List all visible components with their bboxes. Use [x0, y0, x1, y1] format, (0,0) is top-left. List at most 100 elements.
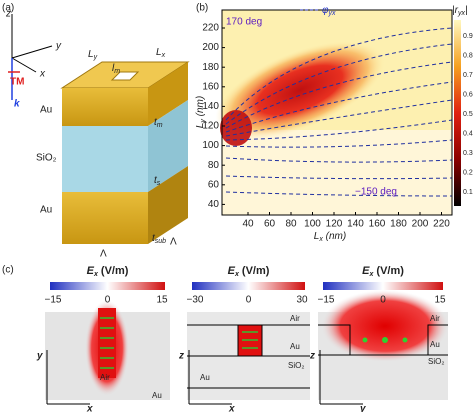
dim-label: lm	[112, 63, 120, 75]
annotation: 170 deg	[226, 17, 262, 28]
panel-c: (c) Ex (V/m) −15 0 15 y x Air Au Ex (V/m) −30 0 30 z…	[2, 265, 449, 412]
colorbar-tick: 0.2	[463, 169, 473, 176]
y-tick-label: 60	[208, 179, 220, 190]
axis-label: z	[309, 351, 315, 362]
layer-label: SiO₂	[36, 153, 57, 164]
x-tick-label: 100	[304, 219, 321, 230]
heatmap-low	[222, 130, 452, 215]
colorbar	[323, 282, 443, 290]
map-title: Ex (V/m)	[87, 265, 129, 278]
region-label: Air	[290, 314, 300, 323]
region-label: SiO₂	[288, 361, 304, 370]
panel-b: (b) φyx 170 deg −150 deg |ryx| Lx (nm) L…	[195, 3, 473, 243]
title-part: (V/m)	[373, 265, 404, 277]
colorbar-tick: 0.4	[463, 130, 473, 137]
y-axis-label: Ly (nm)	[195, 96, 207, 128]
period-label: Λ	[170, 237, 177, 248]
colorbar	[192, 282, 305, 290]
field-hotspot	[321, 290, 449, 362]
colorbar-tick: −15	[318, 295, 335, 306]
x-tick-label: 180	[390, 219, 407, 230]
x-tick-label: 140	[347, 219, 364, 230]
field-arrows	[242, 331, 258, 349]
ticks: 40 60 80 100 120 140 160 180 200 220 220 200 180 160 1…	[202, 23, 473, 230]
y-tick-label: 100	[202, 140, 219, 151]
hole	[110, 71, 140, 81]
dim-label: tm	[154, 117, 163, 129]
field-arrows	[100, 317, 114, 369]
region-label: Au	[290, 342, 300, 351]
x-tick-label: 60	[264, 219, 276, 230]
resonance-peak	[220, 110, 252, 146]
panel-a: (a) z y x TM k Ly Lx lm tm ts tsub Au Si…	[2, 3, 190, 260]
x-tick-label: 40	[242, 219, 254, 230]
axis-label: z	[5, 9, 11, 20]
title-part: x	[234, 271, 240, 278]
y-tick-label: 40	[208, 199, 220, 210]
phase-contours	[225, 27, 453, 197]
colorbar	[454, 20, 461, 206]
dim-label: Ly	[88, 49, 98, 61]
title-part: x	[93, 271, 99, 278]
au-substrate	[62, 192, 148, 244]
layer-label: Au	[40, 205, 52, 216]
region-label: Air	[430, 314, 440, 323]
panel-label: (c)	[2, 265, 14, 276]
region-label: SiO₂	[428, 357, 444, 366]
dim-label: tsub	[152, 233, 166, 245]
layer-label: Au	[40, 105, 52, 116]
region-label: Au	[152, 391, 162, 400]
au-layer	[62, 88, 148, 126]
wave-label: k	[14, 99, 20, 110]
dim-label: Lx	[156, 47, 166, 59]
colorbar-tick: −15	[45, 295, 62, 306]
resonance	[215, 41, 385, 139]
axis-label: y	[36, 351, 43, 362]
slot	[98, 308, 116, 378]
axis-label: x	[228, 404, 235, 412]
side-sub	[148, 166, 188, 244]
colorbar-title: |ryx|	[452, 5, 468, 17]
side-au	[148, 62, 188, 126]
colorbar-tick: 15	[156, 295, 168, 306]
colorbar	[50, 282, 165, 290]
colorbar-tick: 0.5	[463, 111, 473, 118]
colorbar-tick: 0	[105, 295, 111, 306]
y-tick-label: 160	[202, 81, 219, 92]
region-label: Au	[430, 340, 440, 349]
title-part: x	[368, 271, 374, 278]
polarization-label: TM	[10, 77, 24, 88]
map-title: Ex (V/m)	[228, 265, 270, 278]
colorbar-tick: 0	[246, 295, 252, 306]
region-label: Au	[200, 373, 210, 382]
axis-label: y	[55, 41, 62, 52]
axis-label: x	[86, 404, 93, 412]
axis-label: z	[178, 351, 184, 362]
x-tick-label: 160	[369, 219, 386, 230]
title-part: (V/m)	[239, 265, 270, 277]
side-sio2	[148, 100, 188, 192]
colorbar-tick: 0.3	[463, 150, 473, 157]
x-tick-label: 120	[326, 219, 343, 230]
axis-arrow	[11, 57, 37, 73]
colorbar-tick: 0.7	[463, 72, 473, 79]
colorbar-tick: −30	[187, 295, 204, 306]
title-part: (V/m)	[98, 265, 129, 277]
x-tick-label: 220	[433, 219, 450, 230]
field-arrows	[362, 337, 408, 343]
map-title: Ex (V/m)	[362, 265, 404, 278]
plot-frame	[221, 9, 453, 216]
y-tick-label: 80	[208, 160, 220, 171]
colorbar-tick: 0.6	[463, 91, 473, 98]
y-tick-label: 180	[202, 62, 219, 73]
y-tick-label: 220	[202, 23, 219, 34]
dim-label: ts	[154, 175, 161, 187]
title-part: E	[362, 265, 370, 277]
title-part: E	[228, 265, 236, 277]
panel-label: (b)	[196, 3, 208, 14]
axis-label: x	[39, 69, 46, 80]
y-tick-label: 120	[202, 121, 219, 132]
x-tick-label: 200	[412, 219, 429, 230]
panel-label: (a)	[2, 3, 14, 14]
colorbar-tick: 0	[380, 295, 386, 306]
